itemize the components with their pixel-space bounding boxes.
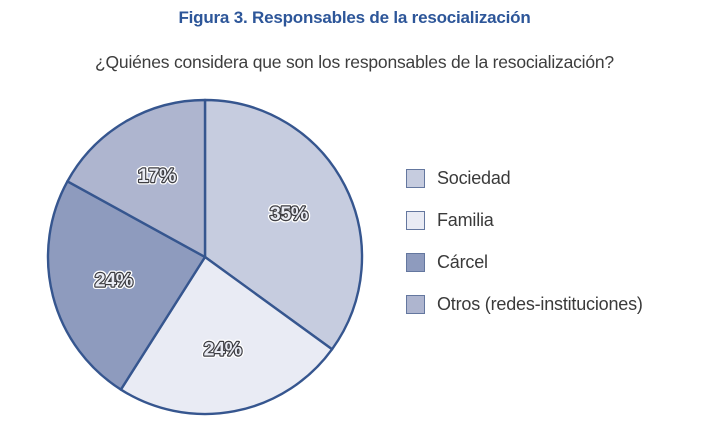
pie-data-label-0: 35% (270, 203, 308, 225)
chart-legend: Sociedad Familia Cárcel Otros (redes-ins… (406, 168, 643, 337)
pie-data-label-2: 24% (95, 269, 133, 291)
legend-label: Familia (437, 210, 494, 230)
pie-data-label-1: 24% (204, 339, 242, 361)
legend-item: Sociedad (406, 168, 643, 188)
legend-label: Cárcel (437, 252, 488, 272)
pie-slice-0 (203, 98, 364, 351)
pie-data-label-3: 17% (138, 165, 176, 187)
legend-item: Familia (406, 210, 643, 230)
pie-data-label-3: 17% (138, 165, 176, 187)
legend-item: Cárcel (406, 252, 643, 272)
pie-data-label-2: 24% (95, 269, 133, 291)
legend-item: Otros (redes-instituciones) (406, 294, 643, 314)
pie-slice-3 (66, 98, 207, 259)
figure-title: Figura 3. Responsables de la resocializa… (178, 8, 531, 27)
pie-data-label-3: 17% (138, 165, 176, 187)
legend-swatch (406, 295, 425, 314)
legend-swatch (406, 211, 425, 230)
pie-data-label-1: 24% (204, 339, 242, 361)
pie-data-label-0: 35% (270, 203, 308, 225)
legend-label: Sociedad (437, 168, 511, 188)
legend-swatch (406, 169, 425, 188)
pie-slice-2 (46, 180, 207, 391)
pie-slice-1 (119, 255, 334, 416)
legend-swatch (406, 253, 425, 272)
figure-question: ¿Quiénes considera que son los responsab… (95, 52, 614, 72)
pie-data-label-2: 24% (95, 269, 133, 291)
legend-label: Otros (redes-instituciones) (437, 294, 643, 314)
pie-data-label-1: 24% (204, 339, 242, 361)
pie-data-label-0: 35% (270, 203, 308, 225)
